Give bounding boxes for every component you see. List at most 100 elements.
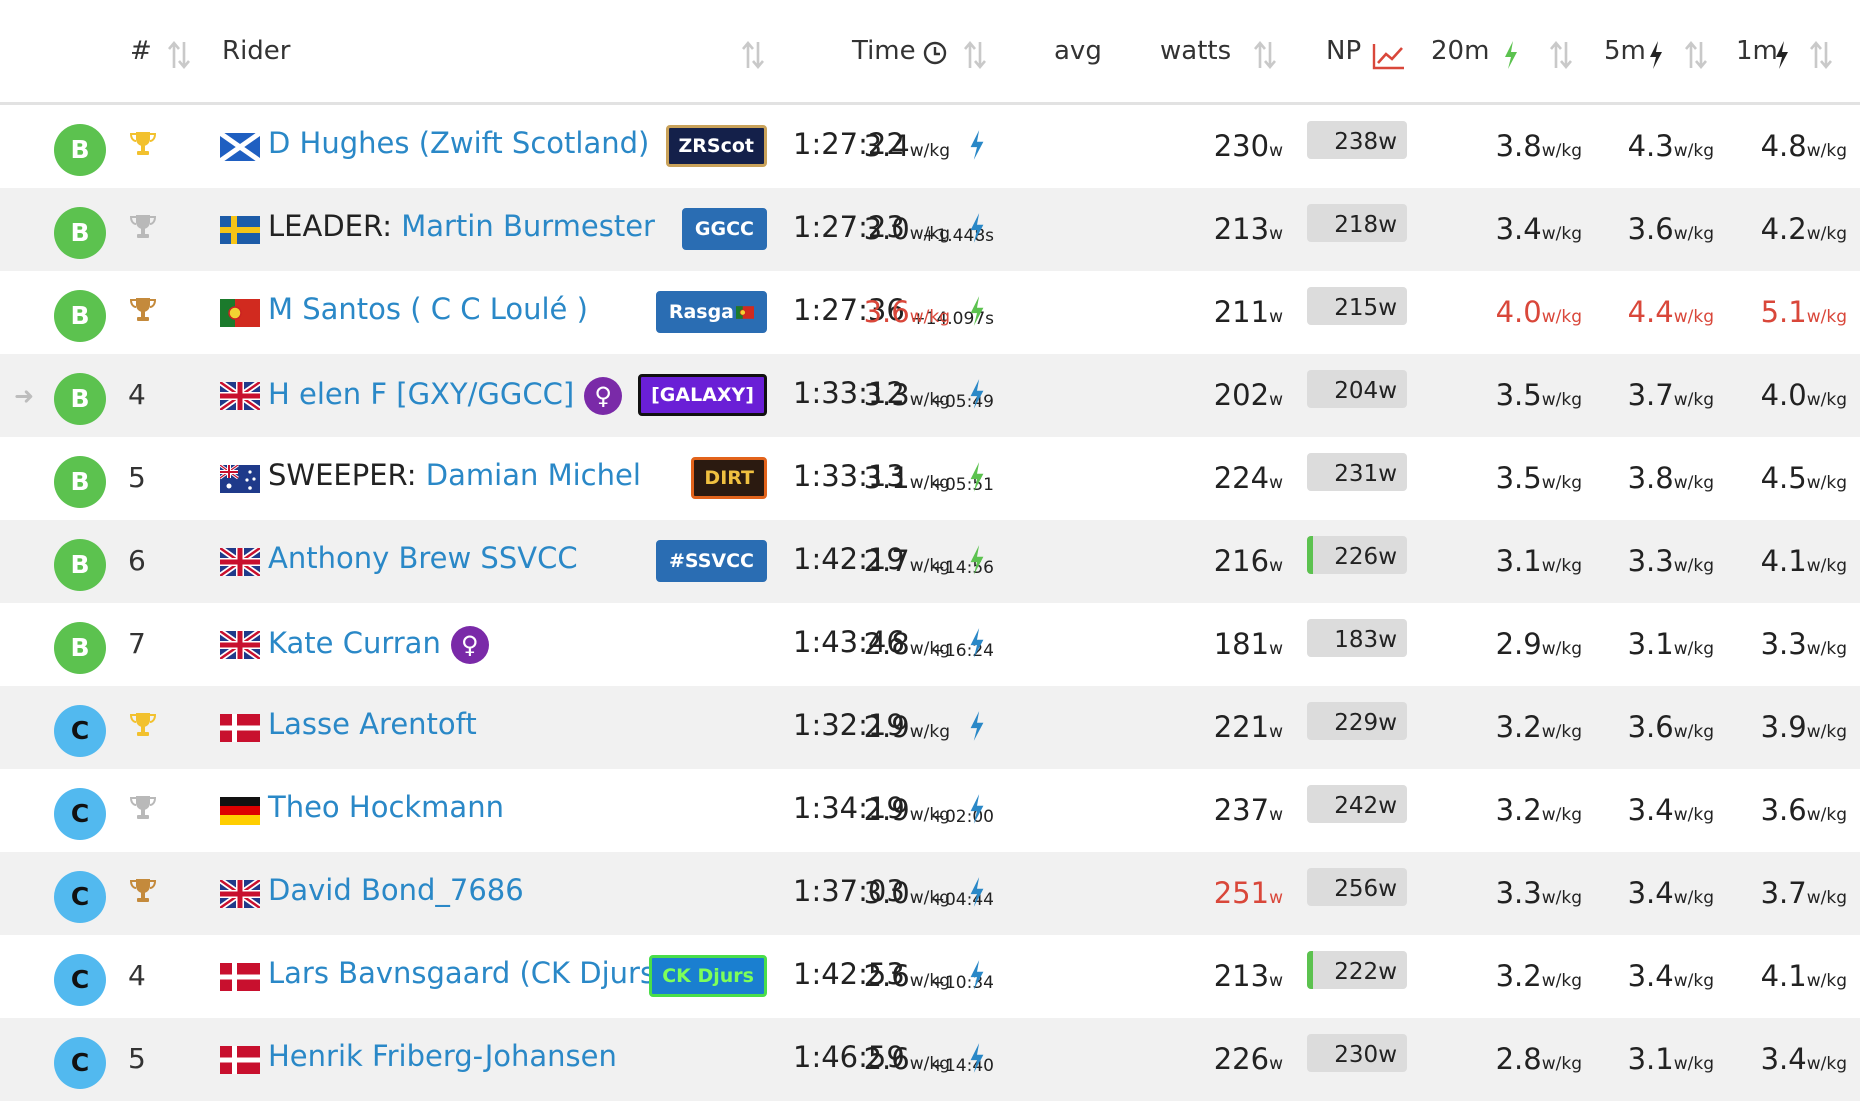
bolt-icon (968, 627, 986, 659)
rider-name-link[interactable]: Damian Michel (425, 458, 641, 492)
rider-cell: Lars Bavnsgaard (CK Djurs) (268, 956, 667, 990)
unit-label: w/kg (1541, 1054, 1582, 1074)
category-badge: C (54, 705, 106, 757)
sort-arrows-icon[interactable] (166, 40, 192, 70)
unit-label: w/kg (1673, 805, 1714, 825)
unit-label: w (1269, 805, 1283, 825)
col-header-20m[interactable]: 20m (1431, 36, 1490, 66)
flag-denmark-icon (220, 714, 260, 742)
table-row[interactable]: C David Bond_7686 1:37:03 +04:44 3.0w/kg 251w… (0, 852, 1860, 935)
sort-arrows-icon[interactable] (740, 40, 766, 70)
power-20m-wkg: 4.0w/kg (1496, 298, 1582, 327)
col-header-watts[interactable]: watts (1160, 36, 1232, 66)
sort-arrows-icon[interactable] (1252, 40, 1278, 70)
col-header-avg[interactable]: avg (1054, 36, 1102, 66)
sort-arrows-icon[interactable] (1548, 40, 1574, 70)
unit-label: w/kg (1541, 556, 1582, 576)
unit-label: w/kg (1806, 639, 1847, 659)
unit-label: w/kg (1806, 722, 1847, 742)
unit-label: w/kg (1806, 473, 1847, 493)
col-header-time[interactable]: Time (852, 36, 916, 66)
rider-name-link[interactable]: M Santos ( C C Loulé ) (268, 292, 588, 326)
power-5m-wkg-value: 3.3 (1627, 544, 1674, 578)
avg-wkg-value: 2.9 (863, 710, 910, 744)
rider-name-link[interactable]: H elen F [GXY/GGCC] (268, 377, 575, 411)
table-row[interactable]: B M Santos ( C C Loulé ) Rasga 1:27:36 +14.0… (0, 271, 1860, 354)
team-badge[interactable]: [GALAXY] (638, 374, 767, 416)
unit-label: w/kg (1541, 473, 1582, 493)
avg-wkg-value: 2.6 (863, 959, 910, 993)
team-badge[interactable]: ZRScot (665, 125, 767, 167)
col-header-rider[interactable]: Rider (222, 36, 291, 66)
avg-wkg-value: 2.6 (863, 1042, 910, 1076)
table-body: B D Hughes (Zwift Scotland) ZRScot 1:27:22 3… (0, 105, 1860, 1101)
table-row[interactable]: ➜ B 4 H elen F [GXY/GGCC] ♀ [GALAXY] 1:33:12 +0… (0, 354, 1860, 437)
power-20m-wkg: 3.5w/kg (1496, 464, 1582, 493)
rider-name-link[interactable]: Henrik Friberg-Johansen (268, 1039, 617, 1073)
table-row[interactable]: C Theo Hockmann 1:34:19 +02:00 2.9w/kg 237w 24… (0, 769, 1860, 852)
power-1m-wkg-value: 3.9 (1760, 710, 1807, 744)
finish-time: 1:27:22 (793, 127, 905, 161)
unit-label: w/kg (1806, 141, 1847, 161)
np-power-box: 226w (1307, 536, 1407, 574)
trophy-icon (128, 876, 158, 906)
clock-icon (922, 40, 948, 70)
team-badge[interactable]: DIRT (691, 457, 767, 499)
rider-name-link[interactable]: Theo Hockmann (268, 790, 504, 824)
power-1m-wkg: 5.1w/kg (1761, 298, 1847, 327)
avg-wkg: 2.6w/kg (864, 1045, 950, 1074)
table-row[interactable]: C 5 Henrik Friberg-Johansen 1:46:59 +14:40 2.… (0, 1018, 1860, 1101)
category-badge: B (54, 539, 106, 591)
category-badge: C (54, 788, 106, 840)
position-number: 4 (128, 959, 146, 992)
sort-arrows-icon[interactable] (962, 40, 988, 70)
col-header-5m[interactable]: 5m (1604, 36, 1646, 66)
flag-uk-icon (218, 877, 262, 911)
power-5m-wkg-value: 4.3 (1627, 129, 1674, 163)
table-row[interactable]: B 6 Anthony Brew SSVCC #SSVCC 1:42:19 +14:56 2… (0, 520, 1860, 603)
power-20m-wkg: 3.3w/kg (1496, 879, 1582, 908)
unit-label: w/kg (909, 473, 950, 493)
unit-label: w (1269, 722, 1283, 742)
rider-name-link[interactable]: Lars Bavnsgaard (CK Djurs) (268, 956, 667, 990)
team-badge[interactable]: Rasga (655, 291, 767, 333)
table-row[interactable]: B 5 SWEEPER: Damian Michel DIRT 1:33:13 +05:5… (0, 437, 1860, 520)
finish-time: 1:27:36 (793, 293, 905, 327)
power-1m-wkg-value: 5.1 (1760, 295, 1807, 329)
trophy-icon (128, 710, 158, 740)
col-header-position[interactable]: # (130, 36, 152, 66)
np-power-box: 256w (1307, 868, 1407, 906)
sort-arrows-icon[interactable] (1808, 40, 1834, 70)
rider-name-link[interactable]: David Bond_7686 (268, 873, 524, 907)
table-row[interactable]: C Lasse Arentoft 1:32:19 2.9w/kg 221w 229w 3.2… (0, 686, 1860, 769)
table-row[interactable]: B 7 Kate Curran ♀ 1:43:46 +16:24 2.8w/kg 181w 18… (0, 603, 1860, 686)
unit-label: w (1378, 959, 1397, 985)
unit-label: w/kg (1806, 390, 1847, 410)
sort-arrows-icon[interactable] (1683, 40, 1709, 70)
team-badge[interactable]: CK Djurs (649, 955, 767, 997)
team-badge[interactable]: #SSVCC (655, 540, 767, 582)
unit-label: w/kg (1541, 307, 1582, 327)
power-1m-wkg: 3.6w/kg (1761, 796, 1847, 825)
unit-label: w/kg (1541, 805, 1582, 825)
col-header-np[interactable]: NP (1326, 36, 1362, 66)
table-row[interactable]: B LEADER: Martin Burmester GGCC 1:27:23 +1.4… (0, 188, 1860, 271)
unit-label: w/kg (909, 971, 950, 991)
rider-name-link[interactable]: Lasse Arentoft (268, 707, 477, 741)
col-header-1m[interactable]: 1m (1736, 36, 1778, 66)
rider-name-link[interactable]: Anthony Brew SSVCC (268, 541, 578, 575)
table-row[interactable]: C 4 Lars Bavnsgaard (CK Djurs) CK Djurs 1:42… (0, 935, 1860, 1018)
power-5m-wkg: 3.8w/kg (1628, 464, 1714, 493)
time-gap: +14.097s (911, 309, 994, 329)
unit-label: w (1269, 224, 1283, 244)
power-20m-wkg-value: 3.2 (1495, 793, 1542, 827)
team-badge[interactable]: GGCC (681, 208, 767, 250)
rider-name-link[interactable]: Kate Curran (268, 626, 441, 660)
rider-name-link[interactable]: D Hughes (Zwift Scotland) (268, 126, 650, 160)
rider-name-link[interactable]: Martin Burmester (401, 209, 655, 243)
bolt-icon (968, 212, 986, 244)
finish-time: 1:37:03 (793, 874, 905, 908)
bolt-icon-black (1774, 40, 1800, 70)
power-20m-wkg-value: 2.9 (1495, 627, 1542, 661)
